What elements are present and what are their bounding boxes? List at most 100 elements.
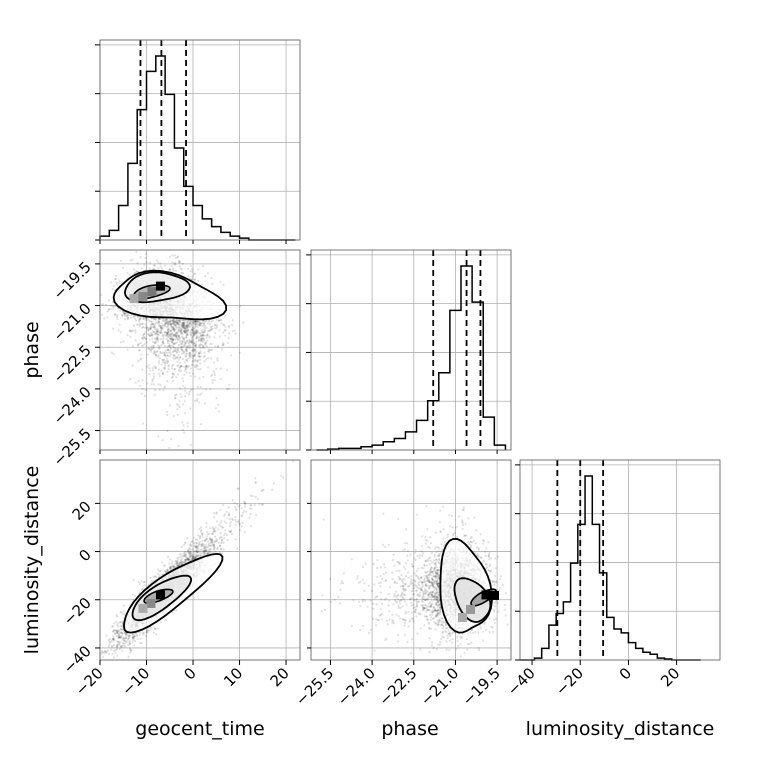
- sample-point: [200, 339, 204, 342]
- sample-point: [195, 336, 198, 339]
- sample-point: [119, 624, 122, 628]
- sample-point: [154, 333, 157, 336]
- sample-point: [171, 331, 174, 334]
- sample-point: [186, 340, 189, 343]
- sample-point: [228, 324, 231, 327]
- sample-point: [189, 374, 192, 378]
- sample-point: [220, 519, 223, 522]
- sample-point: [175, 350, 178, 353]
- sample-point: [260, 490, 263, 493]
- sample-point: [176, 256, 179, 259]
- sample-point: [121, 638, 124, 641]
- sample-point: [107, 652, 110, 656]
- sample-point: [173, 342, 177, 345]
- sample-point: [206, 533, 209, 536]
- sample-point: [157, 333, 160, 336]
- sample-point: [196, 546, 200, 549]
- sample-point: [172, 564, 175, 567]
- sample-point: [171, 372, 174, 375]
- sample-point: [144, 342, 147, 345]
- sample-point: [211, 319, 214, 322]
- sample-point: [155, 354, 158, 357]
- sample-point: [191, 335, 194, 339]
- sample-point: [133, 272, 136, 275]
- sample-point: [194, 323, 197, 326]
- sample-point: [185, 365, 188, 368]
- sample-point: [166, 568, 169, 572]
- sample-point: [175, 320, 179, 323]
- sample-point: [151, 330, 154, 333]
- sample-point: [176, 338, 179, 341]
- sample-point: [211, 373, 214, 376]
- sample-point: [220, 548, 223, 551]
- sample-point: [142, 326, 145, 329]
- sample-point: [228, 513, 231, 517]
- sample-point: [166, 325, 170, 328]
- sample-point: [163, 361, 166, 364]
- sample-point: [109, 307, 112, 310]
- sample-point: [198, 345, 201, 348]
- sample-point: [174, 333, 177, 337]
- sample-point: [193, 550, 196, 553]
- sample-point: [144, 252, 148, 255]
- sample-point: [183, 325, 186, 328]
- sample-point: [238, 523, 242, 526]
- sample-point: [185, 371, 188, 374]
- sample-point: [189, 367, 192, 370]
- sample-point: [175, 356, 178, 359]
- sample-point: [176, 330, 179, 334]
- sample-point: [169, 351, 172, 354]
- sample-point: [152, 375, 156, 378]
- sample-point: [186, 333, 189, 337]
- sample-point: [155, 328, 158, 331]
- sample-point: [255, 513, 258, 517]
- sample-point: [171, 261, 174, 264]
- sample-point: [249, 525, 252, 528]
- sample-point: [150, 331, 153, 334]
- sample-point: [200, 544, 203, 548]
- sample-point: [238, 529, 242, 532]
- sample-point: [119, 628, 122, 631]
- sample-point: [185, 330, 188, 333]
- sample-point: [173, 354, 176, 357]
- sample-point: [209, 544, 212, 547]
- sample-point: [180, 545, 183, 549]
- sample-point: [213, 540, 216, 544]
- sample-point: [205, 326, 208, 329]
- sample-point: [183, 327, 187, 330]
- sample-point: [140, 641, 143, 645]
- sample-point: [131, 345, 134, 348]
- sample-point: [158, 324, 161, 327]
- sample-point: [185, 352, 188, 355]
- sample-point: [176, 356, 179, 359]
- sample-point: [170, 328, 173, 331]
- sample-point: [200, 543, 204, 546]
- sample-point: [115, 634, 118, 638]
- sample-point: [184, 559, 187, 562]
- sample-point: [254, 481, 258, 484]
- sample-point: [167, 331, 170, 334]
- sample-point: [166, 569, 169, 572]
- sample-point: [171, 367, 174, 370]
- sample-point: [171, 560, 174, 563]
- sample-point: [181, 335, 184, 338]
- sample-point: [162, 337, 165, 340]
- sample-point: [217, 528, 220, 531]
- sample-point: [178, 366, 182, 369]
- sample-point: [166, 336, 169, 339]
- sample-point: [112, 352, 115, 355]
- sample-point: [180, 332, 183, 335]
- sample-point: [222, 331, 225, 334]
- sample-point: [229, 521, 232, 524]
- sample-point: [261, 503, 264, 506]
- sample-point: [123, 645, 126, 648]
- sample-point: [177, 344, 180, 347]
- sample-point: [254, 495, 257, 498]
- sample-point: [112, 644, 116, 647]
- sample-point: [143, 336, 146, 339]
- sample-point: [228, 518, 231, 521]
- sample-point: [177, 334, 180, 338]
- sample-point: [146, 365, 149, 368]
- sample-point: [186, 329, 189, 332]
- sample-point: [113, 639, 116, 642]
